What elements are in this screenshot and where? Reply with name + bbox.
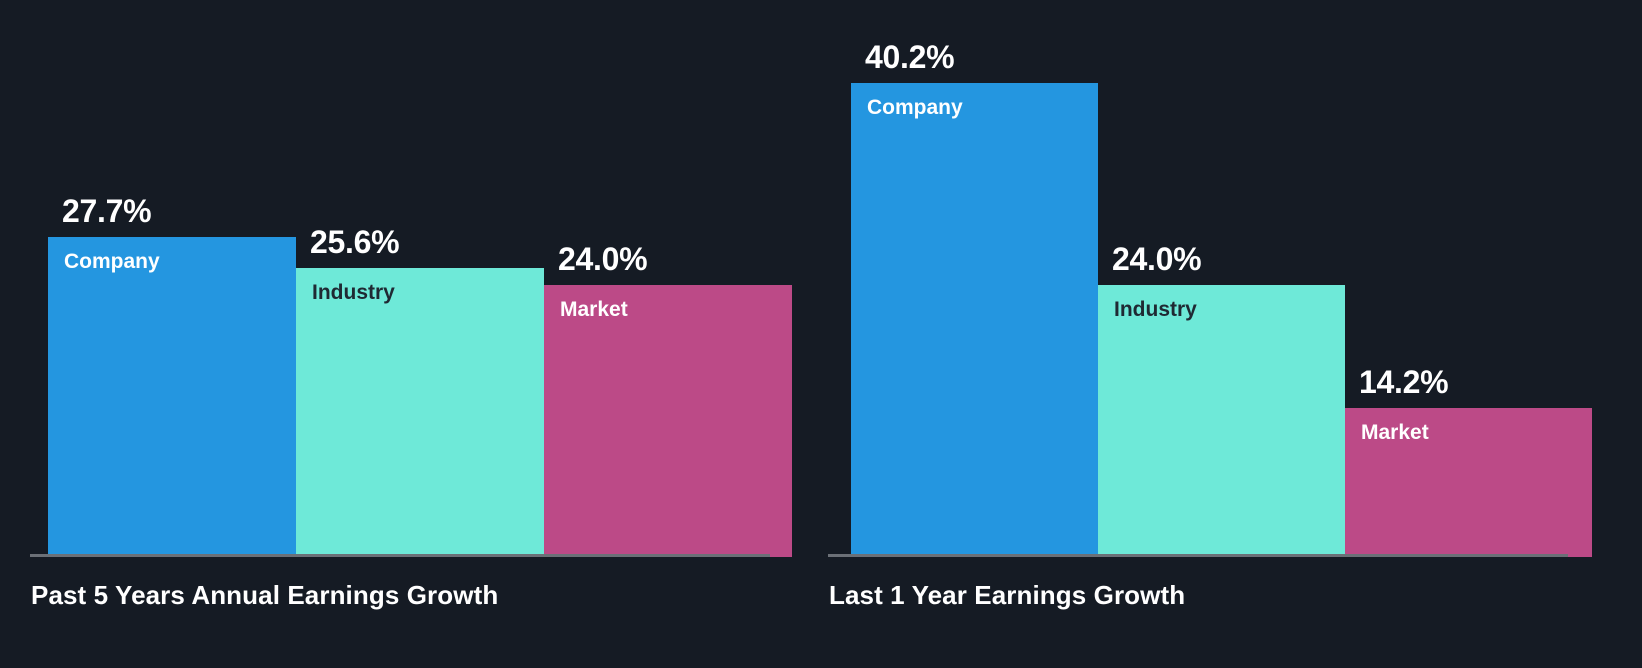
bar-name-label-market: Market: [1361, 421, 1429, 444]
chart-caption-past-5-years: Past 5 Years Annual Earnings Growth: [31, 580, 499, 610]
bar-series-past-5-years: 27.7% Company 25.6% Industry 24.0% Marke…: [48, 0, 792, 557]
bar-group-company: 27.7% Company: [48, 0, 296, 557]
bar-group-company: 40.2% Company: [851, 0, 1098, 557]
bar-name-label-company: Company: [867, 96, 963, 119]
bar-value-label-industry: 25.6%: [310, 224, 400, 260]
bar-industry[interactable]: Industry: [296, 268, 544, 557]
bar-market[interactable]: Market: [1345, 408, 1592, 557]
bar-name-label-industry: Industry: [1114, 298, 1197, 321]
x-axis-baseline: [30, 554, 770, 557]
bar-group-market: 24.0% Market: [544, 0, 792, 557]
bar-company[interactable]: Company: [851, 83, 1098, 557]
bar-group-industry: 25.6% Industry: [296, 0, 544, 557]
chart-panel-last-1-year: 40.2% Company 24.0% Industry 14.2% Marke…: [810, 0, 1642, 668]
bar-series-last-1-year: 40.2% Company 24.0% Industry 14.2% Marke…: [851, 0, 1592, 557]
bar-value-label-market: 24.0%: [558, 241, 648, 277]
bar-group-industry: 24.0% Industry: [1098, 0, 1345, 557]
bar-value-label-market: 14.2%: [1359, 364, 1449, 400]
chart-panel-past-5-years: 27.7% Company 25.6% Industry 24.0% Marke…: [0, 0, 810, 668]
chart-caption-last-1-year: Last 1 Year Earnings Growth: [829, 580, 1186, 610]
bar-name-label-company: Company: [64, 250, 160, 273]
bar-name-label-industry: Industry: [312, 281, 395, 304]
plot-area-last-1-year: 40.2% Company 24.0% Industry 14.2% Marke…: [810, 0, 1642, 557]
bar-value-label-company: 40.2%: [865, 39, 955, 75]
plot-area-past-5-years: 27.7% Company 25.6% Industry 24.0% Marke…: [0, 0, 810, 557]
x-axis-baseline: [828, 554, 1568, 557]
bar-market[interactable]: Market: [544, 285, 792, 557]
bar-value-label-company: 27.7%: [62, 193, 152, 229]
bar-industry[interactable]: Industry: [1098, 285, 1345, 557]
bar-company[interactable]: Company: [48, 237, 296, 557]
bar-name-label-market: Market: [560, 298, 628, 321]
bar-group-market: 14.2% Market: [1345, 0, 1592, 557]
bar-value-label-industry: 24.0%: [1112, 241, 1202, 277]
